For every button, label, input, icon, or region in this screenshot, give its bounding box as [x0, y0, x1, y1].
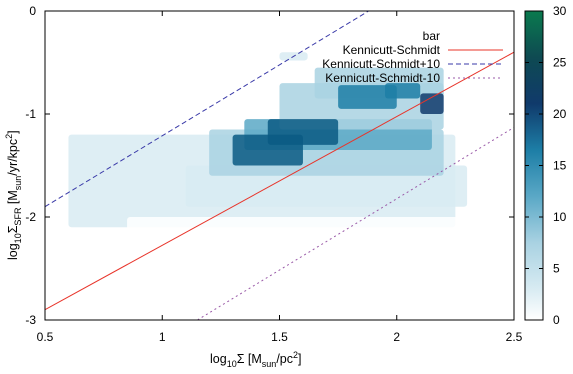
heatmap-cell — [185, 165, 468, 207]
x-tick-label: 1.5 — [271, 330, 288, 344]
legend-swatch — [448, 32, 503, 40]
legend: barKennicutt-SchmidtKennicutt-Schmidt+10… — [322, 29, 503, 85]
reference-lines — [45, 11, 514, 320]
heatmap-cell — [420, 93, 444, 114]
colorbar-tick-label: 10 — [553, 210, 567, 224]
colorbar-tick-label: 15 — [553, 159, 567, 173]
series-line — [45, 51, 514, 311]
y-tick-label: -2 — [25, 210, 36, 224]
colorbar-tick-label: 5 — [553, 262, 560, 276]
x-tick-label: 1 — [159, 330, 166, 344]
x-tick-label: 0.5 — [37, 330, 54, 344]
legend-label: Kennicutt-Schmidt-10 — [325, 71, 440, 85]
colorbar-tick-label: 25 — [553, 56, 567, 70]
density-heatmap — [68, 52, 479, 264]
x-axis-label: log10Σ [Msun/pc2] — [210, 350, 302, 369]
x-tick-label: 2.5 — [506, 330, 523, 344]
y-tick-label: 0 — [29, 4, 36, 18]
series-line — [45, 11, 369, 208]
y-tick-label: -1 — [25, 107, 36, 121]
heatmap-cell — [267, 119, 339, 145]
colorbar-tick-label: 0 — [553, 313, 560, 327]
series-line — [197, 126, 514, 320]
x-axis-ticks: 0.5 1 1.5 2 2.5 — [37, 11, 523, 344]
heatmap-cell — [420, 242, 468, 264]
colorbar-tick-label: 30 — [553, 4, 567, 18]
heatmap-cell — [127, 217, 479, 259]
legend-label: Kennicutt-Schmidt+10 — [322, 57, 440, 71]
legend-label: bar — [423, 29, 440, 43]
y-tick-label: -3 — [25, 313, 36, 327]
x-tick-label: 2 — [393, 330, 400, 344]
heatmap-cell — [338, 85, 397, 109]
y-axis-ticks: 0 -1 -2 -3 — [25, 4, 514, 327]
legend-label: Kennicutt-Schmidt — [343, 43, 441, 57]
y-axis-label: log10ΣSFR [Msun/yr/kpc2] — [4, 130, 23, 260]
colorbar-tick-label: 20 — [553, 107, 567, 121]
heatmap-cell — [385, 83, 421, 99]
colorbar-ticks: 0 5 10 15 20 25 30 — [525, 4, 567, 327]
